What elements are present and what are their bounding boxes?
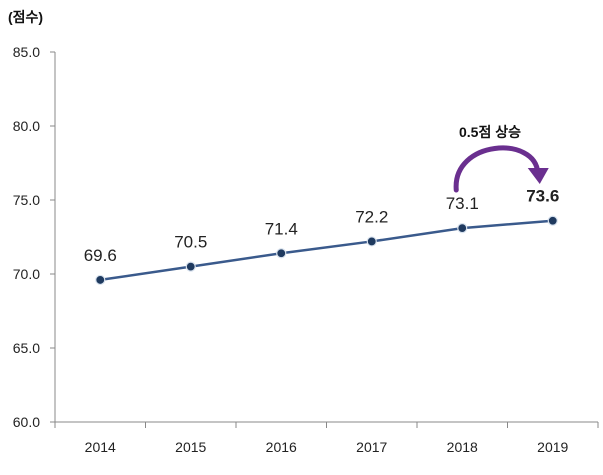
data-point-marker	[276, 248, 287, 259]
data-point-marker	[457, 223, 468, 234]
y-tick-label: 65.0	[13, 340, 40, 356]
data-point-marker	[366, 236, 377, 247]
series-line	[100, 219, 553, 282]
x-tick-label: 2015	[175, 439, 206, 455]
data-point-marker	[547, 215, 558, 226]
series-group	[95, 215, 558, 286]
data-label: 71.4	[265, 219, 298, 238]
data-label: 70.5	[174, 233, 207, 252]
x-tick-label: 2016	[266, 439, 297, 455]
y-tick-labels: 85.0 80.0 75.0 70.0 65.0 60.0	[13, 44, 40, 430]
data-label: 73.1	[446, 194, 479, 213]
data-point-marker	[185, 261, 196, 272]
x-tick-label: 2018	[447, 439, 478, 455]
y-tick-label: 60.0	[13, 414, 40, 430]
data-label: 69.6	[84, 246, 117, 265]
annotation-group: 0.5점 상승	[453, 124, 549, 193]
annotation-arrowhead	[527, 168, 549, 184]
axes	[50, 51, 599, 428]
annotation-text: 0.5점 상승	[459, 124, 521, 140]
y-tick-label: 75.0	[13, 192, 40, 208]
data-label: 73.6	[526, 187, 559, 206]
y-tick-label: 85.0	[13, 44, 40, 60]
x-tick-label: 2014	[85, 439, 116, 455]
data-label: 72.2	[355, 207, 388, 226]
data-point-marker	[95, 274, 106, 286]
x-tick-label: 2017	[356, 439, 387, 455]
x-tick-labels: 2014 2015 2016 2017 2018 2019	[85, 439, 569, 455]
annotation-arrow	[453, 145, 541, 193]
y-tick-label: 70.0	[13, 266, 40, 282]
y-unit-label: (점수)	[8, 9, 43, 25]
x-tick-label: 2019	[537, 439, 568, 455]
y-tick-label: 80.0	[13, 118, 40, 134]
data-labels: 69.6 70.5 71.4 72.2 73.1 73.6	[84, 187, 560, 265]
